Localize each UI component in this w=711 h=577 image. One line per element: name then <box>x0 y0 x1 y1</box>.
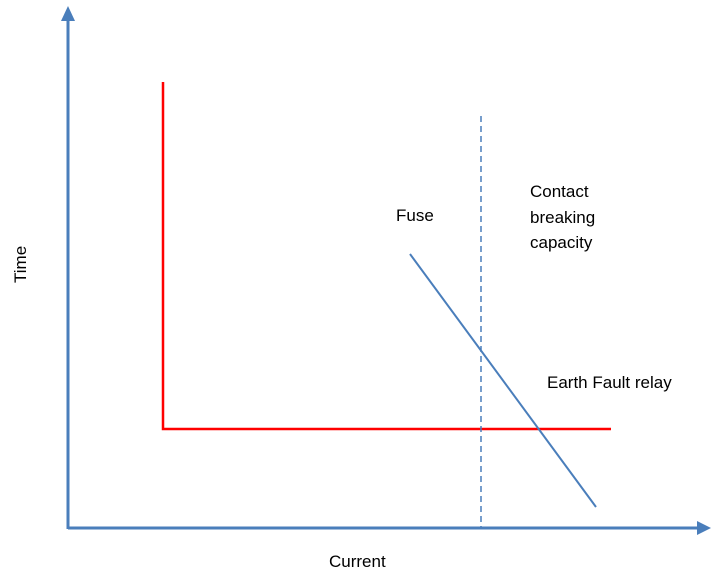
earth-fault-relay-label: Earth Fault relay <box>547 373 672 392</box>
x-axis-label: Current <box>329 552 386 571</box>
y-axis-label: Time <box>11 246 30 283</box>
y-axis-arrowhead <box>61 6 75 21</box>
fuse-label: Fuse <box>396 206 434 225</box>
x-axis-arrowhead <box>697 521 711 535</box>
fuse-curve <box>409 253 597 508</box>
earth-fault-relay-curve <box>161 82 611 431</box>
contact-breaking-capacity-label-line-2: breaking <box>530 208 595 227</box>
contact-breaking-capacity-label-line-1: Contact <box>530 182 589 201</box>
contact-breaking-capacity-label-line-3: capacity <box>530 233 593 252</box>
